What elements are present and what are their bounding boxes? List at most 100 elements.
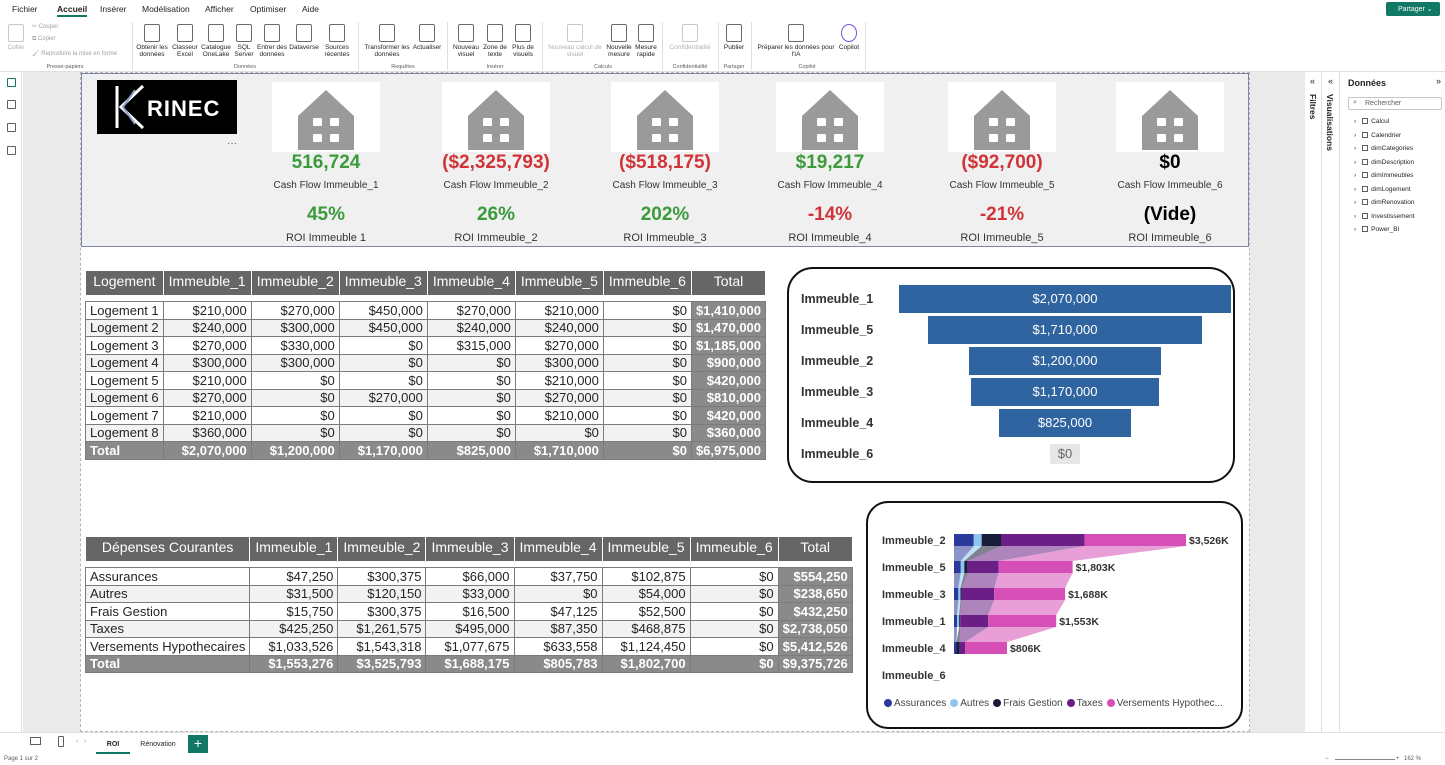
data-search-input[interactable]: ⌕ Rechercher <box>1348 97 1442 110</box>
chevron-right-icon[interactable]: › <box>1354 158 1357 166</box>
page-tab-renovation[interactable]: Rénovation <box>134 736 182 754</box>
table-row[interactable]: Logement 1 $210,000 $270,000 $450,000 $270,0… <box>85 301 767 320</box>
total-row[interactable]: Total $1,553,276 $3,525,793 $1,688,175 $805,… <box>84 654 853 673</box>
column-header[interactable]: Immeuble_3 <box>425 536 515 562</box>
table-row[interactable]: Logement 8 $360,000 $0 $0 $0 $0 $0 $360,000 <box>85 423 767 442</box>
column-header[interactable]: Immeuble_4 <box>513 536 603 562</box>
recent-sources-button[interactable]: Sources récentes <box>322 24 352 58</box>
sensitivity-button[interactable]: Confidentialité <box>664 24 716 51</box>
funnel-bar[interactable]: $1,170,000 <box>971 378 1159 406</box>
desktop-layout-icon[interactable] <box>30 737 41 745</box>
ribbon-segment[interactable] <box>981 534 1002 546</box>
ribbon-segment[interactable] <box>959 642 966 654</box>
menu-aide[interactable]: Aide <box>302 4 320 14</box>
more-visuals-button[interactable]: Plus de visuels <box>509 24 537 58</box>
column-header[interactable]: Immeuble_1 <box>249 536 339 562</box>
ribbon-segment[interactable] <box>965 642 1008 654</box>
column-header[interactable]: Immeuble_2 <box>337 536 427 562</box>
legend-item[interactable]: Frais Gestion <box>993 698 1063 709</box>
chevron-right-icon[interactable]: › <box>1354 131 1357 139</box>
column-header[interactable]: Immeuble_3 <box>338 270 428 296</box>
ribbon-segment[interactable] <box>954 561 961 573</box>
ribbon-segment[interactable] <box>959 615 961 627</box>
column-header[interactable]: Logement <box>85 270 164 296</box>
ribbon-segment[interactable] <box>998 561 1073 573</box>
cut-button[interactable]: ✂ Couper <box>32 24 59 30</box>
textbox-button[interactable]: Zone de texte <box>481 24 509 58</box>
table-row[interactable]: Autres $31,500 $120,150 $33,000 $0 $54,000 $0 $… <box>84 584 853 603</box>
column-header[interactable]: Total <box>777 536 853 562</box>
chevron-right-icon[interactable]: › <box>1354 118 1357 125</box>
ribbon-segment[interactable] <box>954 588 959 600</box>
field-table-item[interactable]: › dimLogement <box>1354 185 1411 193</box>
quick-measure-button[interactable]: Mesure rapide <box>634 24 658 58</box>
ribbon-segment[interactable] <box>1084 534 1186 546</box>
depenses-matrix[interactable]: Dépenses Courantes Immeuble_1 Immeuble_2 Im… <box>84 536 853 673</box>
enter-data-button[interactable]: Entrer des données <box>256 24 288 58</box>
visual-calc-button[interactable]: Nouveau calcul de visuel <box>546 24 604 58</box>
ribbon-segment[interactable] <box>1001 534 1085 546</box>
refresh-button[interactable]: Actualiser <box>411 24 443 51</box>
format-painter-button[interactable]: 🖌 Reproduire la mise en forme <box>32 51 117 57</box>
field-table-item[interactable]: › dimRenovation <box>1354 199 1415 206</box>
dataverse-button[interactable]: Dataverse <box>288 24 320 51</box>
table-row[interactable]: Logement 3 $270,000 $330,000 $0 $315,000 $270… <box>85 336 767 355</box>
ribbon-segment[interactable] <box>954 642 957 654</box>
report-view-icon[interactable] <box>7 78 16 87</box>
funnel-bar[interactable]: $1,200,000 <box>968 347 1162 375</box>
new-visual-button[interactable]: Nouveau visuel <box>451 24 481 58</box>
column-header[interactable]: Immeuble_6 <box>689 536 779 562</box>
model-view-icon[interactable] <box>7 123 16 132</box>
table-row[interactable]: Assurances $47,250 $300,375 $66,000 $37,750 $… <box>84 567 853 586</box>
column-header[interactable]: Immeuble_5 <box>601 536 691 562</box>
menu-accueil[interactable]: Accueil <box>57 4 88 17</box>
chevron-right-icon[interactable]: › <box>1354 145 1357 152</box>
collapse-left-icon[interactable]: « <box>1328 76 1334 86</box>
ribbon-segment[interactable] <box>964 561 968 573</box>
field-table-item[interactable]: › Calendrier <box>1354 131 1401 139</box>
logement-matrix[interactable]: Logement Immeuble_1 Immeuble_2 Immeuble_3 Im… <box>85 270 767 460</box>
kpi-card[interactable]: $19,217 Cash Flow Immeuble_4 -14% ROI Im… <box>745 74 915 248</box>
column-header[interactable]: Immeuble_1 <box>162 270 252 296</box>
menu-inserer[interactable]: Insérer <box>100 4 127 14</box>
more-options-icon[interactable]: ··· <box>227 138 237 149</box>
funnel-row[interactable]: Immeuble_6 $0 <box>801 440 1221 468</box>
ribbon-segment[interactable] <box>973 534 982 546</box>
transform-button[interactable]: Transformer les données <box>363 24 411 58</box>
ribbon-segment[interactable] <box>954 534 974 546</box>
funnel-chart[interactable]: Immeuble_1 $2,070,000 Immeuble_5 $1,710,000… <box>787 267 1235 483</box>
collapse-left-icon[interactable]: « <box>1310 76 1316 86</box>
funnel-bar[interactable]: $825,000 <box>998 409 1132 437</box>
field-table-item[interactable]: › Power_BI <box>1354 226 1399 233</box>
copilot-button[interactable]: Copilot <box>836 24 862 51</box>
field-table-item[interactable]: › dimImmeubles <box>1354 172 1413 179</box>
zoom-slider[interactable] <box>1335 759 1395 760</box>
filters-pane[interactable]: « Filtres <box>1306 72 1322 732</box>
chevron-right-icon[interactable]: › <box>1354 172 1357 179</box>
legend-item[interactable]: Assurances <box>884 698 946 709</box>
chevron-right-icon[interactable]: › <box>1354 226 1357 233</box>
next-page-icon[interactable]: › <box>84 738 87 745</box>
column-header[interactable]: Immeuble_2 <box>250 270 340 296</box>
publish-button[interactable]: Publier <box>721 24 747 51</box>
new-measure-button[interactable]: Nouvelle mesure <box>604 24 634 58</box>
funnel-row[interactable]: Immeuble_3 $1,170,000 <box>801 378 1221 406</box>
ribbon-segment[interactable] <box>967 561 999 573</box>
field-table-item[interactable]: › dimCategories <box>1354 145 1413 152</box>
menu-modelisation[interactable]: Modélisation <box>142 4 190 14</box>
ribbon-segment[interactable] <box>954 615 958 627</box>
chevron-right-icon[interactable]: › <box>1354 185 1357 193</box>
legend-item[interactable]: Versements Hypothec... <box>1106 698 1223 709</box>
zoom-in-button[interactable]: + <box>1396 756 1400 762</box>
ribbon-segment[interactable] <box>960 615 989 627</box>
copy-button[interactable]: ⧉ Copier <box>32 36 56 42</box>
ribbon-segment[interactable] <box>961 588 995 600</box>
kpi-card[interactable]: $0 Cash Flow Immeuble_6 (Vide) ROI Immeu… <box>1085 74 1255 248</box>
table-view-icon[interactable] <box>7 100 16 109</box>
funnel-bar[interactable]: $2,070,000 <box>899 285 1231 313</box>
column-header[interactable]: Total <box>690 270 767 296</box>
share-button[interactable]: Partager ⌄ <box>1386 2 1440 16</box>
column-header[interactable]: Immeuble_6 <box>602 270 692 296</box>
chevron-right-icon[interactable]: › <box>1354 212 1357 220</box>
mobile-layout-icon[interactable] <box>58 736 64 747</box>
